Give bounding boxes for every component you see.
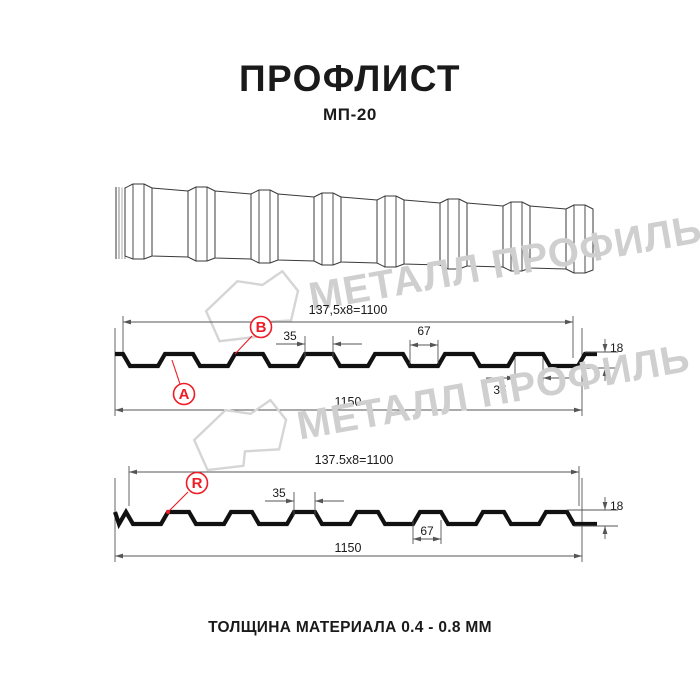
isometric-view xyxy=(100,160,600,290)
dimension-35-upper xyxy=(276,336,362,358)
callout-r-anchor-dot xyxy=(166,510,170,514)
dimension-35-lower xyxy=(486,358,572,384)
dimension-label-1100-top-r: 137.5x8=1100 xyxy=(315,453,394,467)
dimension-label-35-lower: 35 xyxy=(493,383,507,397)
dimension-label-35-upper: 35 xyxy=(283,329,297,343)
callout-r-circle xyxy=(185,471,209,495)
dimension-1150-bottom-r xyxy=(114,478,583,562)
dimension-18-height xyxy=(578,339,618,381)
dimension-label-1100-top: 137,5x8=1100 xyxy=(309,303,388,317)
callout-a: A xyxy=(171,359,196,406)
dimension-label-1150-bottom: 1150 xyxy=(335,395,362,409)
dimension-1100-top xyxy=(122,316,574,358)
callout-a-circle xyxy=(172,382,196,406)
profile-section-line-r xyxy=(113,507,597,530)
profile-section-line-ab xyxy=(115,351,597,369)
section-view-ab: 137,5x8=1100 1150 xyxy=(100,288,624,433)
dimension-18-height-r xyxy=(567,497,618,539)
callout-a-label: A xyxy=(179,386,190,403)
callout-b-circle xyxy=(249,315,273,339)
isometric-profile-body xyxy=(115,183,594,274)
dimension-label-18-height: 18 xyxy=(610,341,624,355)
dimension-label-67-lower-r: 67 xyxy=(420,524,434,538)
metall-profil-logo-icon xyxy=(192,398,288,472)
sheet-edge-lines xyxy=(115,187,126,259)
page-title: ПРОФЛИСТ xyxy=(239,58,461,99)
callout-r: R xyxy=(166,471,209,514)
material-thickness-note: ТОЛЩИНА МАТЕРИАЛА 0.4 - 0.8 ММ xyxy=(208,619,492,636)
dimension-label-67-upper: 67 xyxy=(417,324,431,338)
section-view-r: 137.5x8=1100 1150 xyxy=(100,440,624,575)
dimension-67-lower-r xyxy=(412,520,442,544)
dimension-label-35-upper-r: 35 xyxy=(272,486,286,500)
dimension-1150-bottom xyxy=(114,328,583,416)
dimension-67-upper xyxy=(409,340,439,364)
metall-profil-logo-icon xyxy=(204,269,300,343)
page-subtitle: МП-20 xyxy=(323,105,377,124)
dimension-35-upper-r xyxy=(265,492,344,516)
dimension-label-18-height-r: 18 xyxy=(610,499,624,513)
callout-b: B xyxy=(234,315,273,355)
callout-r-label: R xyxy=(192,475,203,492)
callout-b-label: B xyxy=(256,319,267,336)
dimension-1100-top-r xyxy=(128,466,580,506)
dimension-label-1150-bottom-r: 1150 xyxy=(335,541,362,555)
